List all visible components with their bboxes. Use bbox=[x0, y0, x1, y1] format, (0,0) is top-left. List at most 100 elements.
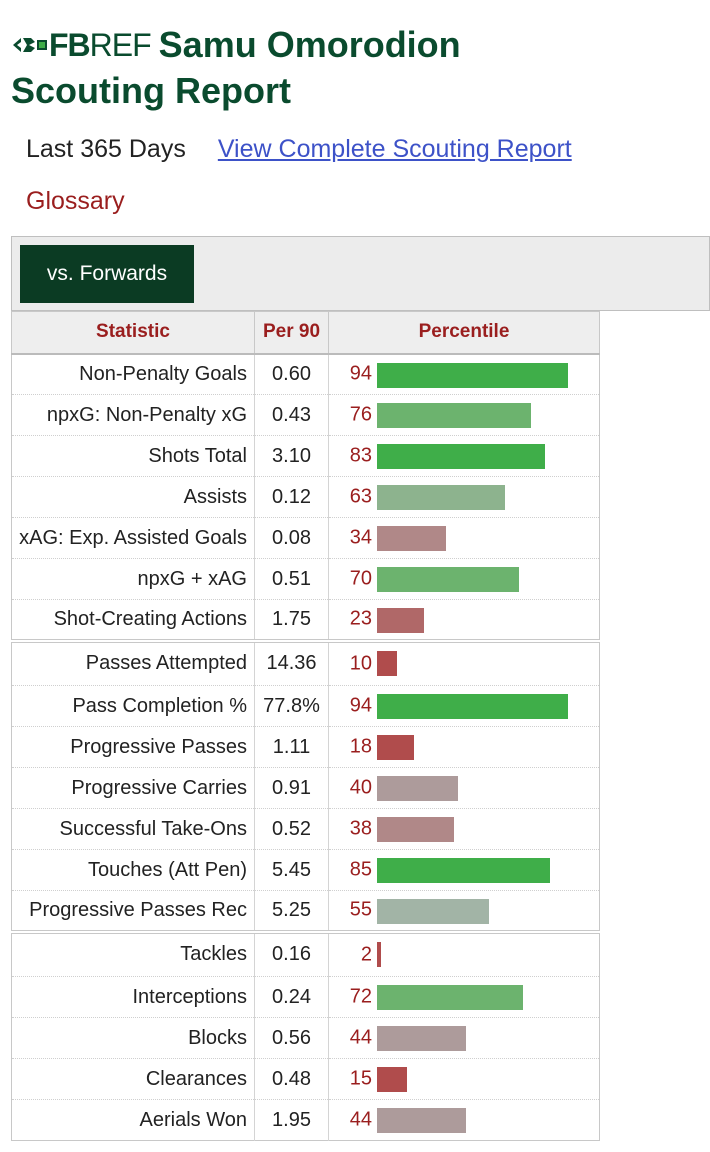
percentile-value: 18 bbox=[349, 735, 372, 758]
table-row: npxG: Non-Penalty xG 0.43 76 bbox=[11, 394, 600, 436]
percentile-value: 76 bbox=[349, 403, 372, 426]
per90-value: 77.8% bbox=[254, 685, 329, 727]
per90-value: 1.95 bbox=[254, 1099, 329, 1141]
stat-name: Touches (Att Pen) bbox=[11, 849, 255, 891]
percentile-cell: 63 bbox=[328, 476, 600, 518]
percentile-value: 55 bbox=[349, 898, 372, 921]
table-row: Interceptions 0.24 72 bbox=[11, 976, 600, 1018]
period-label: Last 365 Days bbox=[26, 135, 186, 163]
percentile-bar bbox=[377, 362, 568, 388]
percentile-bar bbox=[377, 403, 531, 428]
percentile-value: 94 bbox=[349, 694, 372, 717]
stat-name: npxG + xAG bbox=[11, 558, 255, 600]
stat-name: Tackles bbox=[11, 929, 255, 977]
stat-name: Shot-Creating Actions bbox=[11, 599, 255, 641]
percentile-bar bbox=[377, 735, 414, 760]
stat-name: Non-Penalty Goals bbox=[11, 353, 255, 395]
stat-name: xAG: Exp. Assisted Goals bbox=[11, 517, 255, 559]
stat-name: Blocks bbox=[11, 1017, 255, 1059]
stat-name: Successful Take-Ons bbox=[11, 808, 255, 850]
percentile-cell: 44 bbox=[328, 1099, 600, 1141]
percentile-value: 10 bbox=[349, 652, 372, 675]
table-row: Progressive Carries 0.91 40 bbox=[11, 767, 600, 809]
column-header-percentile[interactable]: Percentile bbox=[328, 311, 600, 355]
player-name-title: Samu Omorodion bbox=[158, 24, 461, 65]
table-row: Shots Total 3.10 83 bbox=[11, 435, 600, 477]
percentile-bar bbox=[377, 608, 424, 633]
table-row: npxG + xAG 0.51 70 bbox=[11, 558, 600, 600]
percentile-bar bbox=[377, 1067, 407, 1092]
table-row: Touches (Att Pen) 5.45 85 bbox=[11, 849, 600, 891]
logo-ref-text: REF bbox=[89, 27, 152, 63]
percentile-bar bbox=[377, 776, 458, 801]
percentile-bar bbox=[377, 899, 489, 924]
percentile-value: 83 bbox=[349, 444, 372, 467]
percentile-value: 72 bbox=[349, 985, 372, 1008]
logo-fb-text: FB bbox=[49, 27, 91, 63]
per90-value: 5.25 bbox=[254, 890, 329, 932]
percentile-bar bbox=[377, 858, 550, 883]
percentile-cell: 72 bbox=[328, 976, 600, 1018]
percentile-bar bbox=[377, 444, 545, 469]
table-row: Assists 0.12 63 bbox=[11, 476, 600, 518]
fbref-logo-icon bbox=[13, 38, 47, 52]
table-row: Progressive Passes Rec 5.25 55 bbox=[11, 890, 600, 932]
percentile-value: 38 bbox=[349, 817, 372, 840]
percentile-cell: 55 bbox=[328, 890, 600, 932]
percentile-cell: 44 bbox=[328, 1017, 600, 1059]
per90-value: 3.10 bbox=[254, 435, 329, 477]
table-row: Aerials Won 1.95 44 bbox=[11, 1099, 600, 1141]
per90-value: 14.36 bbox=[254, 638, 329, 686]
percentile-value: 15 bbox=[349, 1067, 372, 1090]
percentile-value: 40 bbox=[349, 776, 372, 799]
percentile-cell: 15 bbox=[328, 1058, 600, 1100]
percentile-bar bbox=[377, 1026, 466, 1051]
percentile-bar bbox=[377, 1108, 466, 1133]
percentile-cell: 23 bbox=[328, 599, 600, 641]
table-row: xAG: Exp. Assisted Goals 0.08 34 bbox=[11, 517, 600, 559]
table-header-row: Statistic Per 90 Percentile bbox=[11, 311, 600, 355]
per90-value: 0.16 bbox=[254, 929, 329, 977]
percentile-bar bbox=[377, 485, 505, 510]
percentile-value: 94 bbox=[349, 362, 372, 385]
vs-forwards-button[interactable]: vs. Forwards bbox=[20, 245, 194, 303]
table-row: Tackles 0.16 2 bbox=[11, 929, 600, 977]
percentile-value: 23 bbox=[349, 607, 372, 630]
table-row: Successful Take-Ons 0.52 38 bbox=[11, 808, 600, 850]
glossary-link[interactable]: Glossary bbox=[26, 187, 125, 215]
per90-value: 0.60 bbox=[254, 353, 329, 395]
stat-name: Aerials Won bbox=[11, 1099, 255, 1141]
table-row: Shot-Creating Actions 1.75 23 bbox=[11, 599, 600, 641]
scouting-table-body: Non-Penalty Goals 0.60 94 npxG: Non-Penalty… bbox=[11, 353, 600, 1141]
percentile-cell: 10 bbox=[328, 638, 600, 686]
percentile-cell: 83 bbox=[328, 435, 600, 477]
column-header-per90[interactable]: Per 90 bbox=[254, 311, 329, 355]
per90-value: 5.45 bbox=[254, 849, 329, 891]
table-row: Blocks 0.56 44 bbox=[11, 1017, 600, 1059]
stat-name: Progressive Passes bbox=[11, 726, 255, 768]
stat-name: Interceptions bbox=[11, 976, 255, 1018]
percentile-cell: 76 bbox=[328, 394, 600, 436]
stat-name: Pass Completion % bbox=[11, 685, 255, 727]
percentile-cell: 94 bbox=[328, 685, 600, 727]
fbref-logo[interactable]: FB REF bbox=[11, 22, 152, 68]
per90-value: 0.91 bbox=[254, 767, 329, 809]
stat-name: Assists bbox=[11, 476, 255, 518]
percentile-bar bbox=[377, 941, 381, 967]
percentile-value: 44 bbox=[349, 1026, 372, 1049]
per90-value: 0.48 bbox=[254, 1058, 329, 1100]
percentile-cell: 2 bbox=[328, 929, 600, 977]
percentile-bar bbox=[377, 694, 568, 719]
percentile-value: 2 bbox=[360, 943, 372, 966]
stat-name: Progressive Carries bbox=[11, 767, 255, 809]
percentile-cell: 70 bbox=[328, 558, 600, 600]
stat-name: Clearances bbox=[11, 1058, 255, 1100]
table-row: Non-Penalty Goals 0.60 94 bbox=[11, 353, 600, 395]
per90-value: 0.51 bbox=[254, 558, 329, 600]
table-row: Progressive Passes 1.11 18 bbox=[11, 726, 600, 768]
complete-report-link[interactable]: View Complete Scouting Report bbox=[217, 135, 572, 163]
percentile-cell: 40 bbox=[328, 767, 600, 809]
stat-name: Passes Attempted bbox=[11, 638, 255, 686]
percentile-cell: 94 bbox=[328, 353, 600, 395]
column-header-statistic[interactable]: Statistic bbox=[11, 311, 255, 355]
